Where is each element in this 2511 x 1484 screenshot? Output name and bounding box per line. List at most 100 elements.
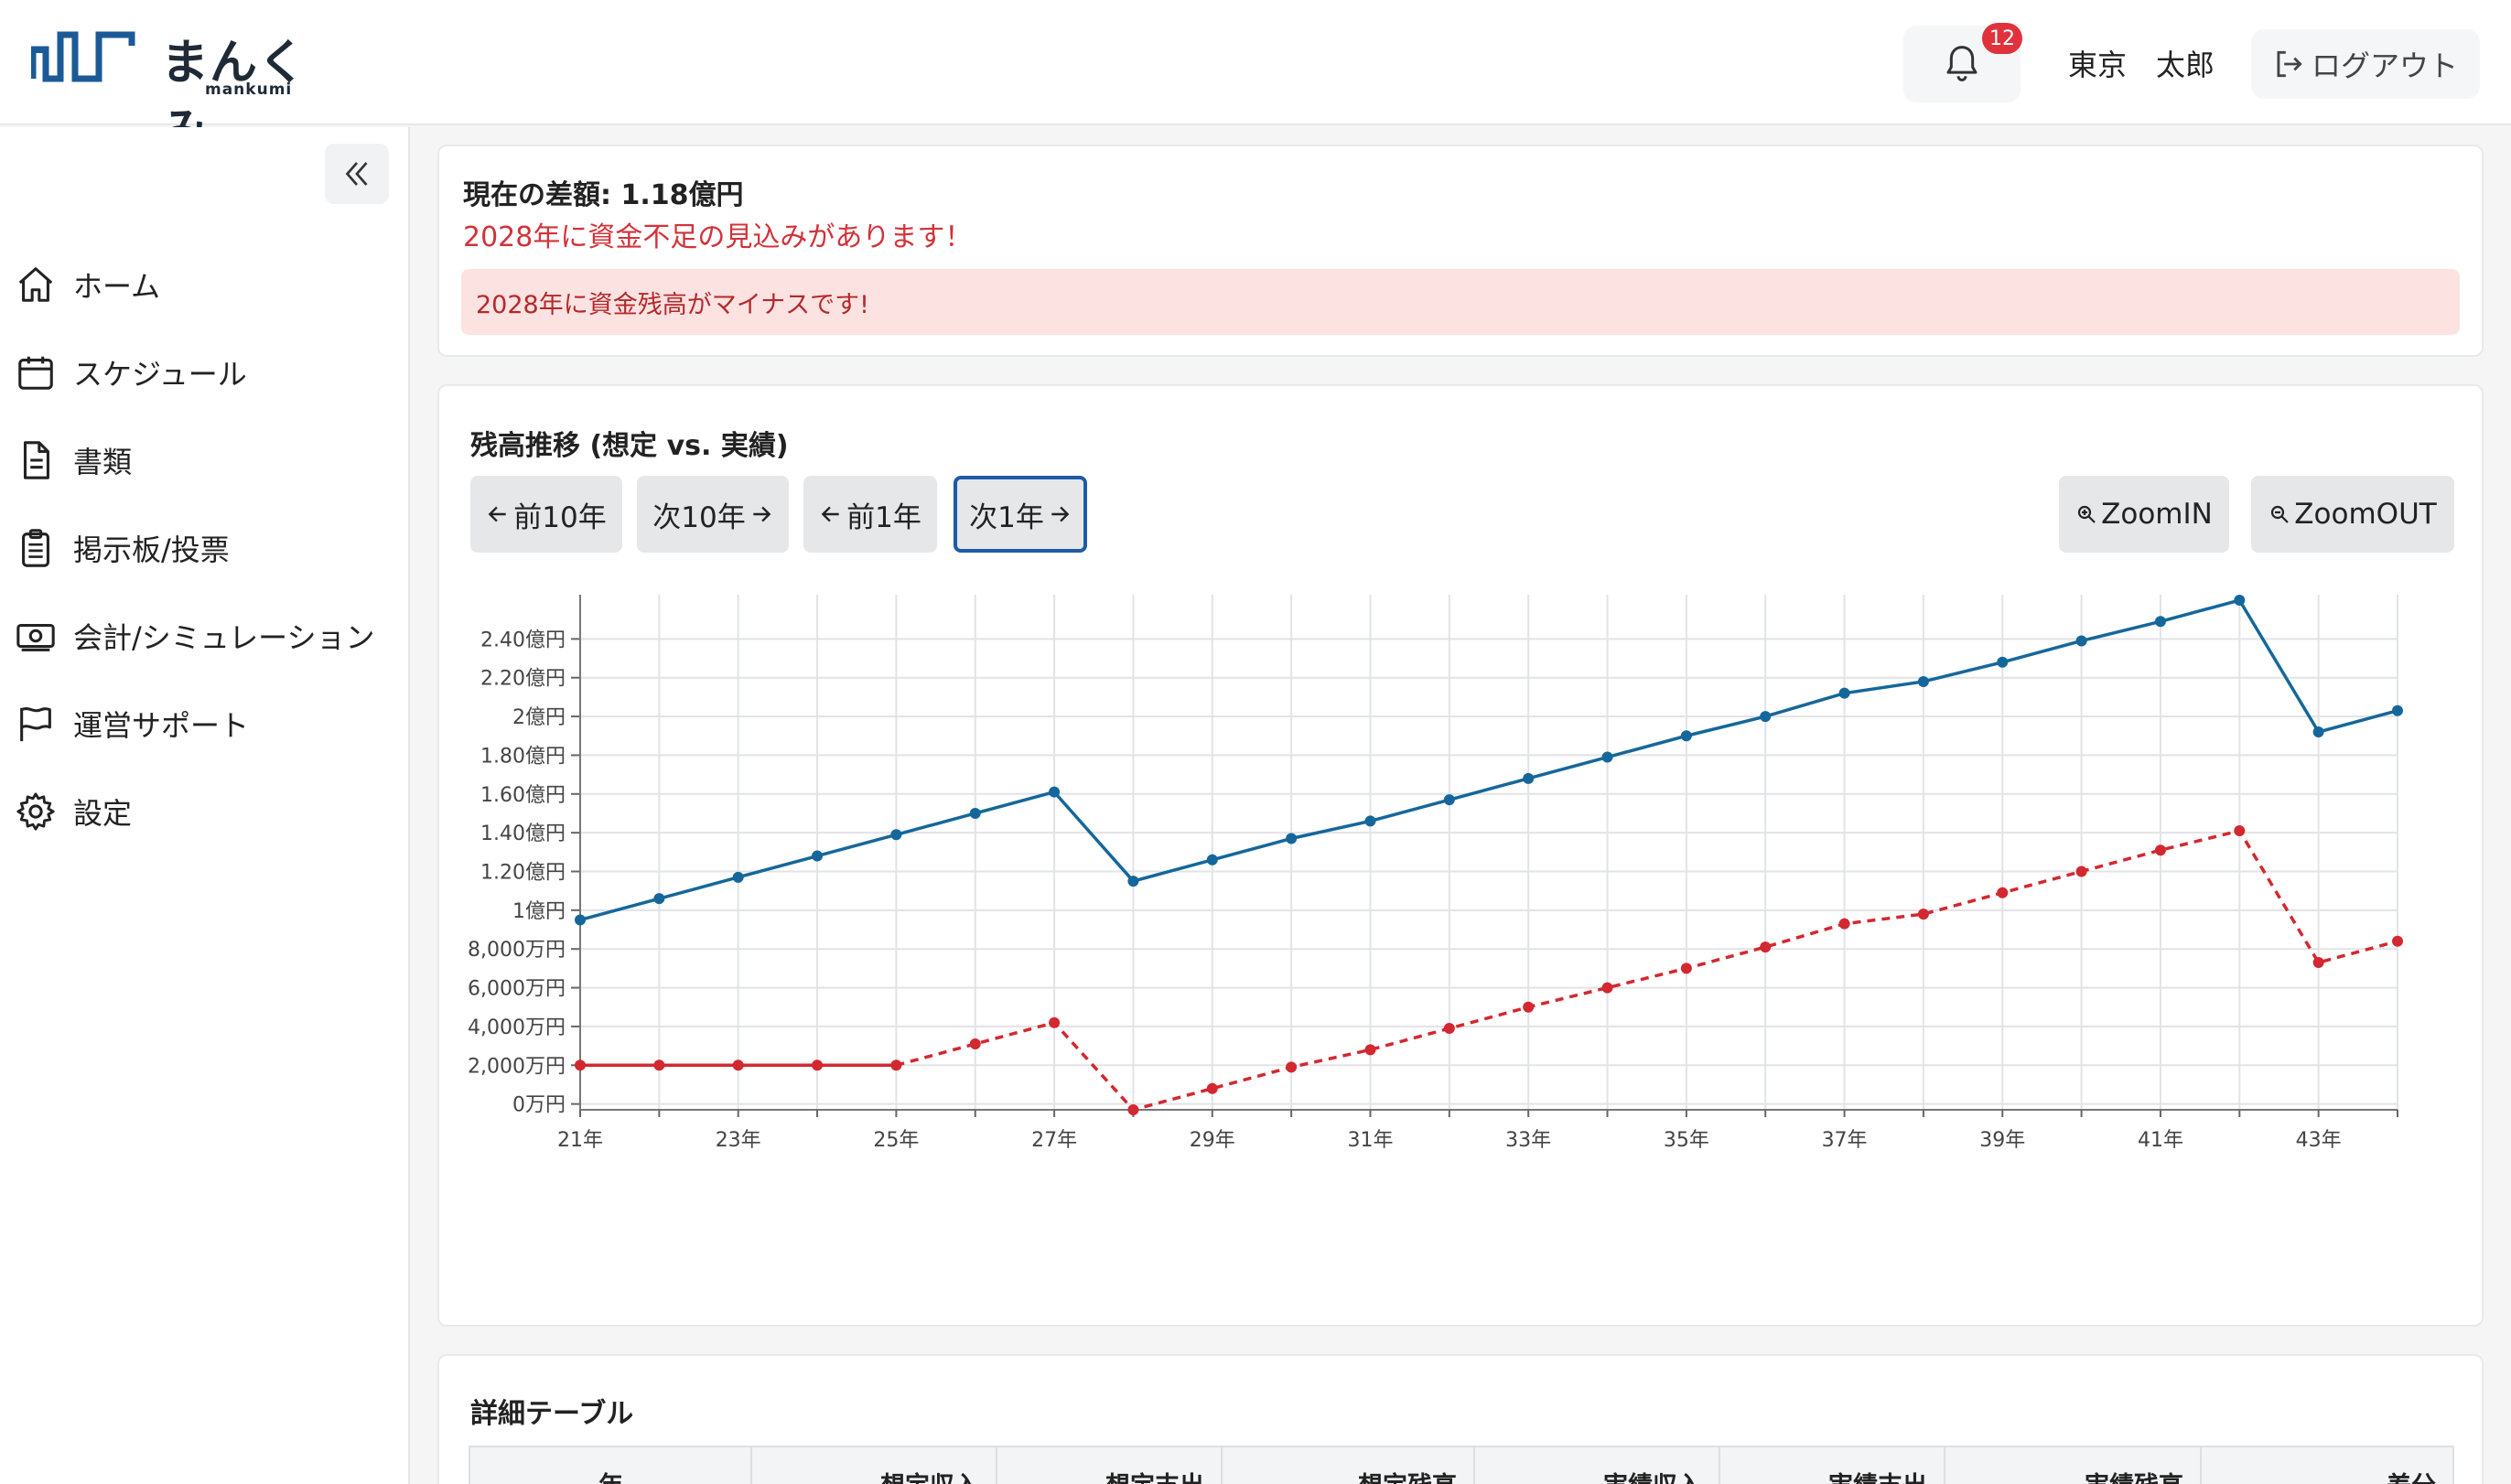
sidebar-item-label: 設定 [73, 796, 133, 831]
negative-balance-alert: 2028年に資金残高がマイナスです! [461, 269, 2460, 335]
sidebar-item-support[interactable]: 運営サポート [15, 696, 249, 751]
planned-data-point [1206, 854, 1218, 866]
sidebar-item-label: 掲示板/投票 [73, 532, 230, 567]
clipboard-icon [22, 529, 49, 567]
actual-data-point [1760, 941, 1772, 953]
actual-data-point [732, 1059, 744, 1071]
logout-label: ログアウト [2312, 48, 2459, 83]
sidebar-item-label: スケジュール [73, 357, 247, 392]
column-header-planned-balance[interactable]: 想定残高 [1223, 1447, 1475, 1484]
actual-data-point [1601, 982, 1613, 994]
actual-data-point [1997, 887, 2009, 898]
sidebar-item-schedule[interactable]: スケジュール [15, 345, 247, 400]
planned-data-point [1443, 794, 1455, 806]
notification-badge: 12 [1982, 23, 2022, 54]
calendar-icon [18, 356, 53, 390]
sidebar-item-documents[interactable]: 書類 [15, 433, 132, 488]
logout-icon [2277, 50, 2302, 78]
planned-data-point [1760, 711, 1772, 723]
actual-data-point [2392, 935, 2403, 947]
y-tick-label: 6,000万円 [468, 978, 566, 1001]
actual-data-point [2234, 825, 2246, 837]
planned-data-point [969, 807, 981, 819]
zoom-in-label: ZoomIN [2101, 498, 2213, 531]
planned-data-point [653, 893, 665, 905]
actual-data-point [1206, 1082, 1218, 1094]
x-tick-label: 41年 [2138, 1129, 2183, 1152]
sidebar-item-bulletin[interactable]: 掲示板/投票 [15, 521, 230, 575]
app-header: まんくみ mankumi 12 東京 太郎 ログアウト [0, 0, 2511, 159]
arrow-left-icon [488, 506, 506, 522]
column-header-actual-expense[interactable]: 実績支出 [1720, 1447, 1945, 1484]
prev-10-years-button[interactable]: 前10年 [470, 476, 622, 553]
sidebar-item-home[interactable]: ホーム [15, 257, 160, 312]
next-10-years-button[interactable]: 次10年 [637, 476, 789, 553]
planned-data-point [732, 871, 744, 883]
actual-data-point [575, 1059, 586, 1071]
zoom-out-label: ZoomOUT [2294, 498, 2437, 531]
column-header-actual-income[interactable]: 実績収入 [1475, 1447, 1720, 1484]
actual-data-point [812, 1059, 824, 1071]
prev-1-year-button[interactable]: 前1年 [803, 476, 937, 553]
planned-data-point [1364, 815, 1376, 827]
sidebar-item-label: 会計/シミュレーション [73, 620, 375, 655]
column-header-planned-expense[interactable]: 想定支出 [997, 1447, 1223, 1484]
current-difference: 現在の差額: 1.18億円 [463, 179, 744, 211]
user-name: 東京 太郎 [2068, 48, 2215, 82]
y-tick-label: 1.60億円 [480, 784, 566, 807]
planned-data-point [1680, 730, 1692, 742]
money-icon [16, 623, 55, 651]
planned-data-point [575, 914, 586, 926]
column-header-year[interactable]: 年 [470, 1447, 752, 1484]
y-tick-label: 2億円 [512, 706, 566, 729]
actual-data-point [1443, 1023, 1455, 1035]
logout-button[interactable]: ログアウト [2251, 29, 2480, 99]
y-tick-label: 1.40億円 [480, 823, 566, 845]
app-logo[interactable]: まんくみ mankumi [31, 24, 342, 159]
prev-1-year-label: 前1年 [846, 500, 921, 534]
planned-data-point [1601, 751, 1613, 763]
next-1-year-button[interactable]: 次1年 [954, 476, 1087, 553]
sidebar-item-accounting[interactable]: 会計/シミュレーション [15, 608, 375, 663]
zoom-in-button[interactable]: ZoomIN [2059, 476, 2229, 553]
actual-data-point [2312, 957, 2324, 969]
x-tick-label: 27年 [1031, 1129, 1077, 1152]
actual-data-point [1127, 1104, 1139, 1115]
x-tick-label: 31年 [1347, 1129, 1393, 1152]
y-tick-label: 0万円 [512, 1094, 566, 1117]
table-title: 詳細テーブル [470, 1398, 634, 1430]
series-line-planned [579, 597, 2398, 922]
sidebar-item-settings[interactable]: 設定 [15, 784, 132, 839]
planned-data-point [2392, 704, 2403, 716]
y-tick-label: 8,000万円 [468, 939, 566, 962]
alert-text: 2028年に資金残高がマイナスです! [476, 290, 869, 319]
prev-10-years-label: 前10年 [513, 500, 607, 534]
sidebar-item-label: ホーム [73, 269, 161, 304]
series-line-actual-dashed [895, 829, 2398, 1112]
column-header-planned-income[interactable]: 想定収入 [752, 1447, 997, 1484]
actual-data-point [969, 1038, 981, 1049]
actual-data-point [1838, 918, 1850, 930]
x-tick-label: 35年 [1664, 1129, 1709, 1152]
double-chevron-left-icon [345, 162, 368, 186]
planned-data-point [812, 850, 824, 862]
y-tick-label: 2,000万円 [468, 1055, 566, 1078]
balance-chart-card: 残高推移 (想定 vs. 実績) 前10年 次10年 前1年 次1年 ZoomI… [437, 384, 2484, 1327]
x-tick-label: 21年 [557, 1129, 603, 1152]
arrow-right-icon [1051, 506, 1070, 522]
balance-line-chart: 0万円 2,000万円 4,000万円 6,000万円 8,000万円 1億円 1.20億円… [468, 595, 2403, 1152]
actual-data-point [890, 1059, 902, 1071]
planned-data-point [2154, 616, 2166, 628]
planned-data-point [1917, 675, 1929, 687]
zoom-out-button[interactable]: ZoomOUT [2251, 476, 2454, 553]
sidebar-collapse-button[interactable] [325, 144, 389, 204]
column-header-difference[interactable]: 差分 [2202, 1447, 2452, 1484]
logo-subtext: mankumi [205, 81, 293, 99]
detail-table-card: 詳細テーブル 年 想定収入 想定支出 想定残高 実績収入 実績支出 実績残高 差… [437, 1354, 2484, 1484]
next-1-year-label: 次1年 [969, 500, 1044, 534]
x-tick-label: 33年 [1505, 1129, 1551, 1152]
column-header-actual-balance[interactable]: 実績残高 [1945, 1447, 2202, 1484]
x-tick-label: 37年 [1822, 1129, 1868, 1152]
planned-data-point [1127, 876, 1139, 887]
bell-icon [1946, 46, 1978, 82]
